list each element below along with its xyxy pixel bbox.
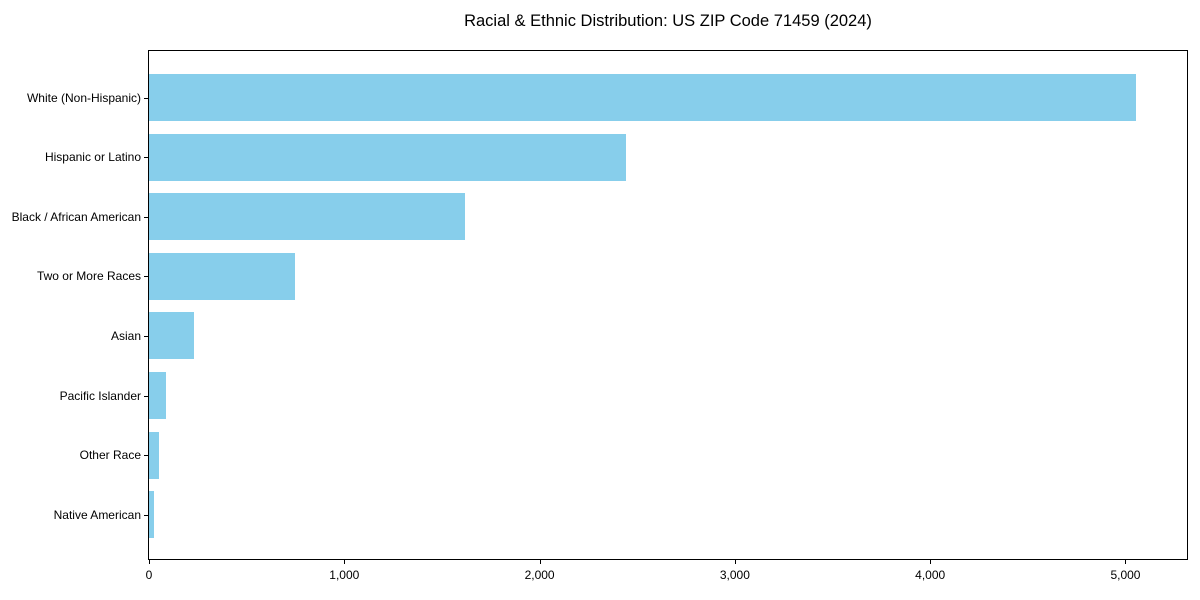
chart-title: Racial & Ethnic Distribution: US ZIP Cod… xyxy=(464,12,872,30)
bar-two-or-more-races xyxy=(149,252,296,300)
bar-native-american xyxy=(149,491,154,539)
y-tick-mark xyxy=(144,395,148,397)
x-tick-label: 4,000 xyxy=(915,568,946,582)
bar-white-non-hispanic xyxy=(149,74,1137,121)
y-tick-label: Hispanic or Latino xyxy=(44,150,141,165)
x-tick-mark xyxy=(930,560,932,564)
y-tick-mark xyxy=(144,335,148,337)
y-tick-mark xyxy=(144,455,148,457)
x-tick-label: 0 xyxy=(145,568,153,582)
y-tick-label: Black / African American xyxy=(11,209,141,224)
bar-asian xyxy=(149,312,194,360)
x-tick-label: 5,000 xyxy=(1110,568,1141,582)
y-tick-mark xyxy=(144,97,148,99)
x-tick-mark xyxy=(734,560,736,564)
bar-hispanic-or-latino xyxy=(149,133,626,181)
bar-pacific-islander xyxy=(149,372,166,419)
y-tick-label: Other Race xyxy=(79,448,141,463)
x-tick-label: 3,000 xyxy=(719,568,750,582)
bar-black-african-american xyxy=(149,193,466,241)
x-tick-label: 1,000 xyxy=(329,568,360,582)
y-tick-label: Two or More Races xyxy=(36,269,141,284)
x-tick-mark xyxy=(344,560,346,564)
y-tick-label: White (Non-Hispanic) xyxy=(26,90,141,105)
y-tick-label: Asian xyxy=(110,328,141,343)
bar-other-race xyxy=(149,431,159,479)
x-tick-label: 2,000 xyxy=(524,568,555,582)
y-tick-mark xyxy=(144,276,148,278)
y-tick-mark xyxy=(144,157,148,159)
x-tick-mark xyxy=(1125,560,1127,564)
y-tick-mark xyxy=(144,514,148,516)
y-tick-label: Native American xyxy=(53,507,141,522)
x-tick-mark xyxy=(539,560,541,564)
x-tick-mark xyxy=(149,560,150,564)
plot-area xyxy=(148,50,1188,560)
y-tick-label: Pacific Islander xyxy=(59,388,141,403)
y-tick-mark xyxy=(144,216,148,218)
